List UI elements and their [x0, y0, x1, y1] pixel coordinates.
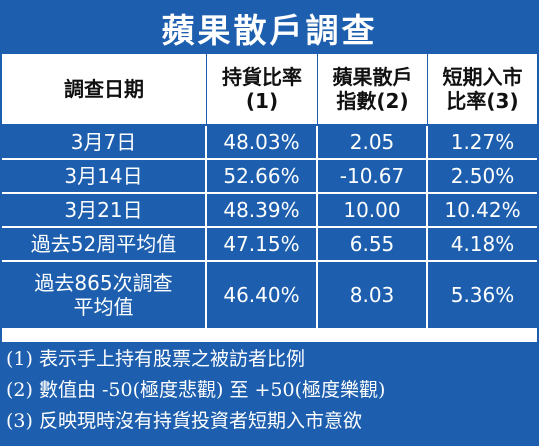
- table-row: 3月21日 48.39% 10.00 10.42%: [2, 194, 537, 228]
- retail-index-value: 2.05: [318, 126, 428, 158]
- table-row: 3月14日 52.66% -10.67 2.50%: [2, 160, 537, 194]
- survey-table: 調查日期 持貨比率 (1) 蘋果散戶 指數(2) 短期入市 比率(3) 3月7日…: [2, 54, 537, 328]
- footnote-3: (3) 反映現時沒有持貨投資者短期入市意欲: [6, 410, 362, 432]
- footnote-1: (1) 表示手上持有股票之被訪者比例: [6, 348, 305, 370]
- short-term-ratio-value: 10.42%: [428, 194, 537, 226]
- footnotes: (1) 表示手上持有股票之被訪者比例 (2) 數值由 -50(極度悲觀) 至 +…: [2, 342, 537, 444]
- holding-ratio-value: 47.15%: [207, 228, 318, 260]
- table-row: 過去52周平均值 47.15% 6.55 4.18%: [2, 228, 537, 262]
- header-retail-index: 蘋果散戶 指數(2): [318, 54, 428, 124]
- table-row: 3月7日 48.03% 2.05 1.27%: [2, 126, 537, 160]
- row-date: 3月21日: [2, 194, 207, 226]
- holding-ratio-value: 48.03%: [207, 126, 318, 158]
- table-row: 過去865次調查 平均值 46.40% 8.03 5.36%: [2, 262, 537, 328]
- row-period: 過去865次調查 平均值: [2, 262, 207, 328]
- table-header-row: 調查日期 持貨比率 (1) 蘋果散戶 指數(2) 短期入市 比率(3): [2, 54, 537, 126]
- row-date: 3月7日: [2, 126, 207, 158]
- header-survey-date: 調查日期: [2, 54, 207, 124]
- holding-ratio-value: 48.39%: [207, 194, 318, 226]
- retail-index-value: 8.03: [318, 262, 428, 328]
- row-period: 過去52周平均值: [2, 228, 207, 260]
- footnote-2: (2) 數值由 -50(極度悲觀) 至 +50(極度樂觀): [6, 379, 386, 401]
- header-short-term-ratio: 短期入市 比率(3): [428, 54, 537, 124]
- retail-index-value: -10.67: [318, 160, 428, 192]
- holding-ratio-value: 46.40%: [207, 262, 318, 328]
- short-term-ratio-value: 1.27%: [428, 126, 537, 158]
- short-term-ratio-value: 4.18%: [428, 228, 537, 260]
- holding-ratio-value: 52.66%: [207, 160, 318, 192]
- row-date: 3月14日: [2, 160, 207, 192]
- survey-title: 蘋果散戶調查: [2, 2, 537, 54]
- short-term-ratio-value: 5.36%: [428, 262, 537, 328]
- retail-index-value: 6.55: [318, 228, 428, 260]
- header-holding-ratio: 持貨比率 (1): [207, 54, 318, 124]
- short-term-ratio-value: 2.50%: [428, 160, 537, 192]
- retail-index-value: 10.00: [318, 194, 428, 226]
